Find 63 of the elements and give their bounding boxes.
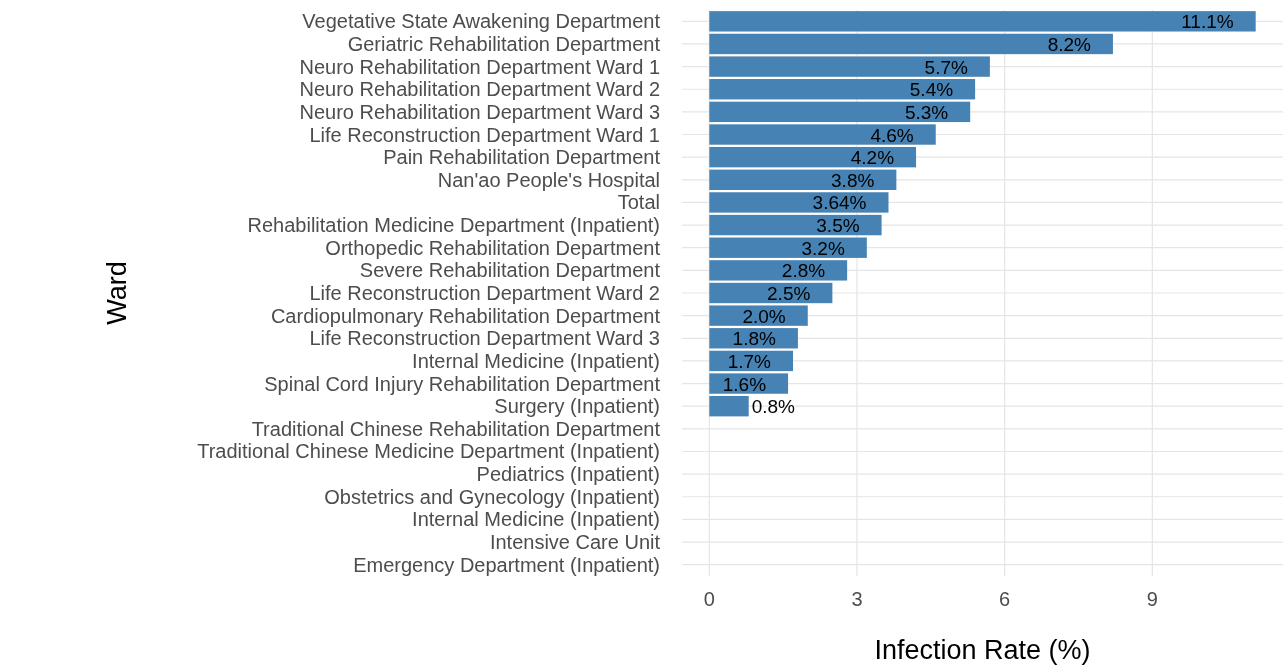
bar (709, 214, 882, 236)
data-label: 2.5% (767, 283, 811, 304)
x-axis-title: Infection Rate (%) (874, 635, 1091, 665)
data-label: 2.8% (781, 260, 826, 282)
y-tick-label: Nan'ao People's Hospital (437, 168, 660, 191)
x-tick-label: 0 (703, 588, 715, 610)
bar (709, 11, 1256, 32)
bar (709, 192, 889, 213)
y-tick-label: Pediatrics (Inpatient) (476, 463, 660, 486)
y-tick-label: Rehabilitation Medicine Department (Inpatient) (247, 214, 660, 237)
data-label: 1.6% (722, 373, 767, 395)
y-tick-label: Cardiopulmonary Rehabilitation Department (270, 304, 661, 327)
data-label: 4.2% (850, 147, 895, 169)
bar (709, 146, 917, 168)
y-tick-label: Neuro Rehabilitation Department Ward 2 (299, 78, 660, 101)
data-label: 11.1% (1181, 11, 1234, 33)
y-tick-label: Life Reconstruction Department Ward 1 (309, 123, 660, 146)
bar (709, 101, 971, 123)
bar (709, 33, 1113, 55)
y-tick-label: Obstetrics and Gynecology (Inpatient) (324, 485, 660, 508)
data-label: 5.3% (904, 101, 949, 123)
y-tick-label: Life Reconstruction Department Ward 2 (309, 282, 660, 304)
y-tick-label: Intensive Care Unit (489, 531, 661, 554)
data-label: 5.4% (909, 79, 954, 101)
data-label: 3.2% (801, 237, 845, 259)
data-label: 1.7% (727, 350, 772, 372)
data-label: 3.5% (816, 215, 860, 237)
bar (709, 56, 990, 77)
y-tick-label: Internal Medicine (Inpatient) (412, 349, 660, 372)
data-label: 3.8% (831, 169, 875, 191)
y-tick-label: Neuro Rehabilitation Department Ward 1 (299, 55, 660, 78)
y-tick-label: Severe Rehabilitation Department (359, 259, 661, 282)
bar (709, 396, 749, 417)
bar (709, 169, 897, 190)
y-axis-title: Ward (101, 261, 132, 325)
y-tick-label: Spinal Cord Injury Rehabilitation Department (264, 372, 661, 395)
y-tick-label: Orthopedic Rehabilitation Department (325, 236, 661, 259)
x-tick-label: 9 (1146, 588, 1158, 610)
y-tick-label: Geriatric Rehabilitation Department (347, 32, 661, 55)
y-tick-label: Surgery (Inpatient) (494, 395, 660, 418)
x-tick-label: 6 (999, 588, 1011, 610)
bar (709, 237, 867, 258)
data-label: 0.8% (751, 396, 796, 418)
y-tick-label: Total (617, 191, 660, 214)
data-label: 3.64% (812, 192, 867, 214)
bar (709, 124, 936, 145)
y-tick-label: Traditional Chinese Medicine Department (Inpatient) (197, 440, 660, 463)
y-tick-label: Internal Medicine (Inpatient) (412, 508, 660, 531)
y-tick-label: Pain Rehabilitation Department (383, 146, 661, 169)
x-tick-label: 3 (851, 588, 863, 610)
bar (709, 79, 976, 100)
y-tick-label: Life Reconstruction Department Ward 3 (309, 327, 660, 350)
bar (709, 305, 808, 326)
y-tick-label: Neuro Rehabilitation Department Ward 3 (299, 100, 660, 123)
data-label: 8.2% (1047, 33, 1092, 55)
y-tick-label: Emergency Department (Inpatient) (353, 553, 660, 576)
data-label: 5.7% (924, 56, 968, 78)
data-label: 4.6% (870, 124, 914, 146)
data-label: 1.8% (732, 328, 777, 350)
y-tick-label: Vegetative State Awakening Department (302, 10, 661, 33)
bar (709, 260, 848, 281)
y-tick-label: Traditional Chinese Rehabilitation Department (251, 417, 661, 440)
data-label: 2.0% (742, 305, 786, 327)
